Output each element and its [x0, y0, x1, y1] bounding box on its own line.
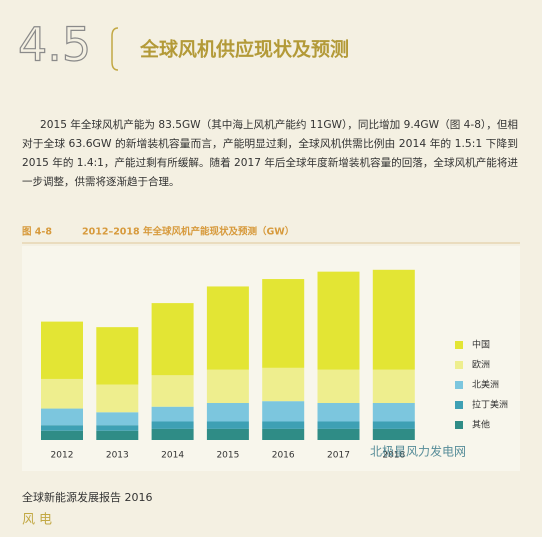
legend-swatch [455, 401, 463, 409]
bar-segment [96, 327, 139, 385]
bar-segment [151, 421, 194, 429]
bar-segment [96, 412, 139, 426]
paragraph-line: 2015 年的 1.4:1，产能过剩有所缓解。随着 2017 年后全球年度新增装… [22, 156, 518, 169]
bar-segment [317, 403, 360, 422]
legend-label: 欧洲 [472, 359, 490, 371]
bar-segment [41, 425, 83, 431]
figure-caption: 2012–2018 年全球风机产能现状及预测（GW） [82, 226, 294, 238]
legend-label: 北美洲 [472, 379, 499, 391]
bar-segment [96, 384, 139, 413]
x-tick-label: 2015 [216, 451, 239, 461]
x-tick-label: 2012 [51, 451, 74, 461]
paragraph-line: 一步调整，供需将逐渐趋于合理。 [22, 175, 180, 188]
bar-segment [151, 303, 194, 376]
bar-segment [206, 369, 249, 403]
x-tick-label: 2013 [106, 451, 129, 461]
paragraph-line: 对于全球 63.6GW 的新增装机容量而言，产能明显过剩，全球风机供需比例由 2… [22, 137, 518, 150]
legend-swatch [455, 341, 463, 349]
legend-swatch [455, 421, 463, 429]
bar-segment [372, 369, 415, 403]
section-title: 全球风机供应现状及预测 [139, 38, 349, 61]
figure-label: 图 4-8 [22, 227, 52, 238]
bar-segment [41, 430, 83, 440]
bar-segment [151, 406, 194, 422]
bracket [111, 27, 119, 71]
bar-segment [262, 401, 305, 422]
bar-segment [262, 428, 305, 440]
bar-segment [151, 428, 194, 440]
watermark: 北极星风力发电网 [370, 444, 466, 459]
bar-segment [96, 430, 139, 440]
bar-segment [317, 428, 360, 440]
x-tick-label: 2016 [272, 451, 295, 461]
bar-segment [262, 421, 305, 429]
legend-swatch [455, 361, 463, 369]
x-tick-label: 2018 [382, 451, 405, 461]
bar-segment [96, 425, 139, 431]
footer-section: 风电 [22, 513, 56, 528]
legend-label: 拉丁美洲 [472, 399, 508, 411]
legend-label: 其他 [472, 419, 490, 431]
bar-segment [372, 269, 415, 370]
bar-segment [372, 421, 415, 429]
bar-segment [41, 378, 83, 409]
footer-report: 全球新能源发展报告 2016 [22, 490, 153, 504]
bar-segment [372, 403, 415, 422]
bar-segment [262, 279, 305, 368]
bar-segment [151, 375, 194, 407]
bar-segment [41, 321, 83, 379]
section-number: 4.5 [18, 18, 91, 72]
x-tick-label: 2014 [161, 451, 184, 461]
bar-segment [206, 428, 249, 440]
bar-segment [317, 421, 360, 429]
x-tick-label: 2017 [327, 451, 350, 461]
bar-segment [372, 428, 415, 440]
bar-segment [317, 369, 360, 403]
bar-segment [206, 286, 249, 370]
bar-segment [206, 403, 249, 422]
paragraph-line: 2015 年全球风机产能为 83.5GW（其中海上风机产能约 11GW），同比增… [40, 118, 518, 131]
bar-segment [262, 367, 305, 402]
legend-label: 中国 [472, 339, 490, 351]
bar-segment [41, 408, 83, 426]
bar-segment [206, 421, 249, 429]
legend-swatch [455, 381, 463, 389]
bar-segment [317, 271, 360, 370]
